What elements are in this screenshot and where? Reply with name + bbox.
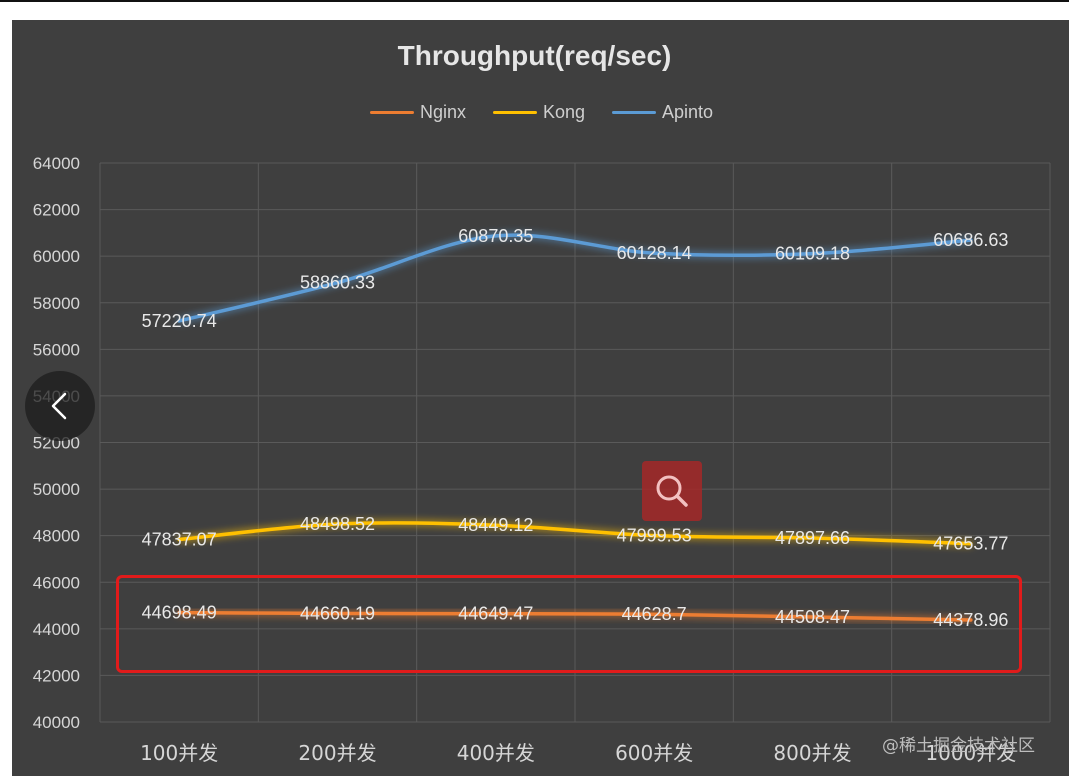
legend-item-nginx: Nginx	[370, 102, 466, 123]
data-label-kong: 48449.12	[458, 515, 533, 535]
magnifier-icon	[656, 475, 688, 507]
y-tick-label: 50000	[33, 480, 80, 499]
data-label-apinto: 60109.18	[775, 244, 850, 264]
data-label-apinto: 57220.74	[142, 311, 217, 331]
data-label-nginx: 44628.7	[622, 604, 687, 624]
top-border	[0, 0, 1069, 2]
legend: Nginx Kong Apinto	[0, 102, 1069, 126]
legend-swatch-kong	[493, 111, 537, 114]
watermark: @稀土掘金技术社区	[882, 736, 1035, 756]
data-label-apinto: 60870.35	[458, 226, 533, 246]
x-tick-label: 1000并发	[925, 741, 1016, 765]
series-line-apinto	[177, 233, 973, 323]
y-tick-label: 42000	[33, 666, 80, 685]
legend-label-kong: Kong	[543, 102, 586, 122]
data-label-nginx: 44660.19	[300, 603, 375, 623]
legend-swatch-apinto	[612, 111, 656, 114]
data-label-kong: 47999.53	[617, 526, 692, 546]
y-tick-label: 40000	[33, 713, 80, 732]
data-label-kong: 47653.77	[933, 534, 1008, 554]
y-tick-label: 58000	[33, 294, 80, 313]
legend-label-apinto: Apinto	[662, 102, 714, 122]
chevron-left-icon	[51, 392, 67, 420]
y-tick-label: 44000	[33, 620, 80, 639]
data-label-nginx: 44378.96	[933, 610, 1008, 630]
x-tick-label: 200并发	[298, 741, 376, 765]
zoom-button[interactable]	[642, 461, 702, 521]
chart-title: Throughput(req/sec)	[397, 40, 672, 71]
series-line-kong	[177, 521, 973, 546]
highlight-box	[116, 575, 1022, 673]
legend-item-kong: Kong	[493, 102, 585, 123]
chart-background	[12, 20, 1069, 776]
legend-swatch-nginx	[370, 111, 414, 114]
x-tick-label: 100并发	[140, 741, 218, 765]
data-label-kong: 47897.66	[775, 528, 850, 548]
y-tick-label: 46000	[33, 573, 80, 592]
data-label-nginx: 44698.49	[142, 603, 217, 623]
series-line-nginx	[177, 610, 973, 622]
x-tick-label: 800并发	[773, 741, 851, 765]
y-tick-label: 60000	[33, 247, 80, 266]
legend-item-apinto: Apinto	[612, 102, 713, 123]
data-label-kong: 47837.07	[142, 529, 217, 549]
data-label-nginx: 44649.47	[458, 604, 533, 624]
data-label-apinto: 58860.33	[300, 273, 375, 293]
data-label-apinto: 60128.14	[617, 243, 692, 263]
y-tick-label: 56000	[33, 340, 80, 359]
y-tick-label: 48000	[33, 527, 80, 546]
data-label-apinto: 60686.63	[933, 230, 1008, 250]
legend-label-nginx: Nginx	[420, 102, 467, 122]
x-tick-label: 600并发	[615, 741, 693, 765]
y-tick-label: 62000	[33, 201, 80, 220]
y-tick-label: 64000	[33, 154, 80, 173]
data-label-kong: 48498.52	[300, 514, 375, 534]
data-label-nginx: 44508.47	[775, 607, 850, 627]
previous-image-button[interactable]	[25, 371, 95, 441]
x-tick-label: 400并发	[457, 741, 535, 765]
